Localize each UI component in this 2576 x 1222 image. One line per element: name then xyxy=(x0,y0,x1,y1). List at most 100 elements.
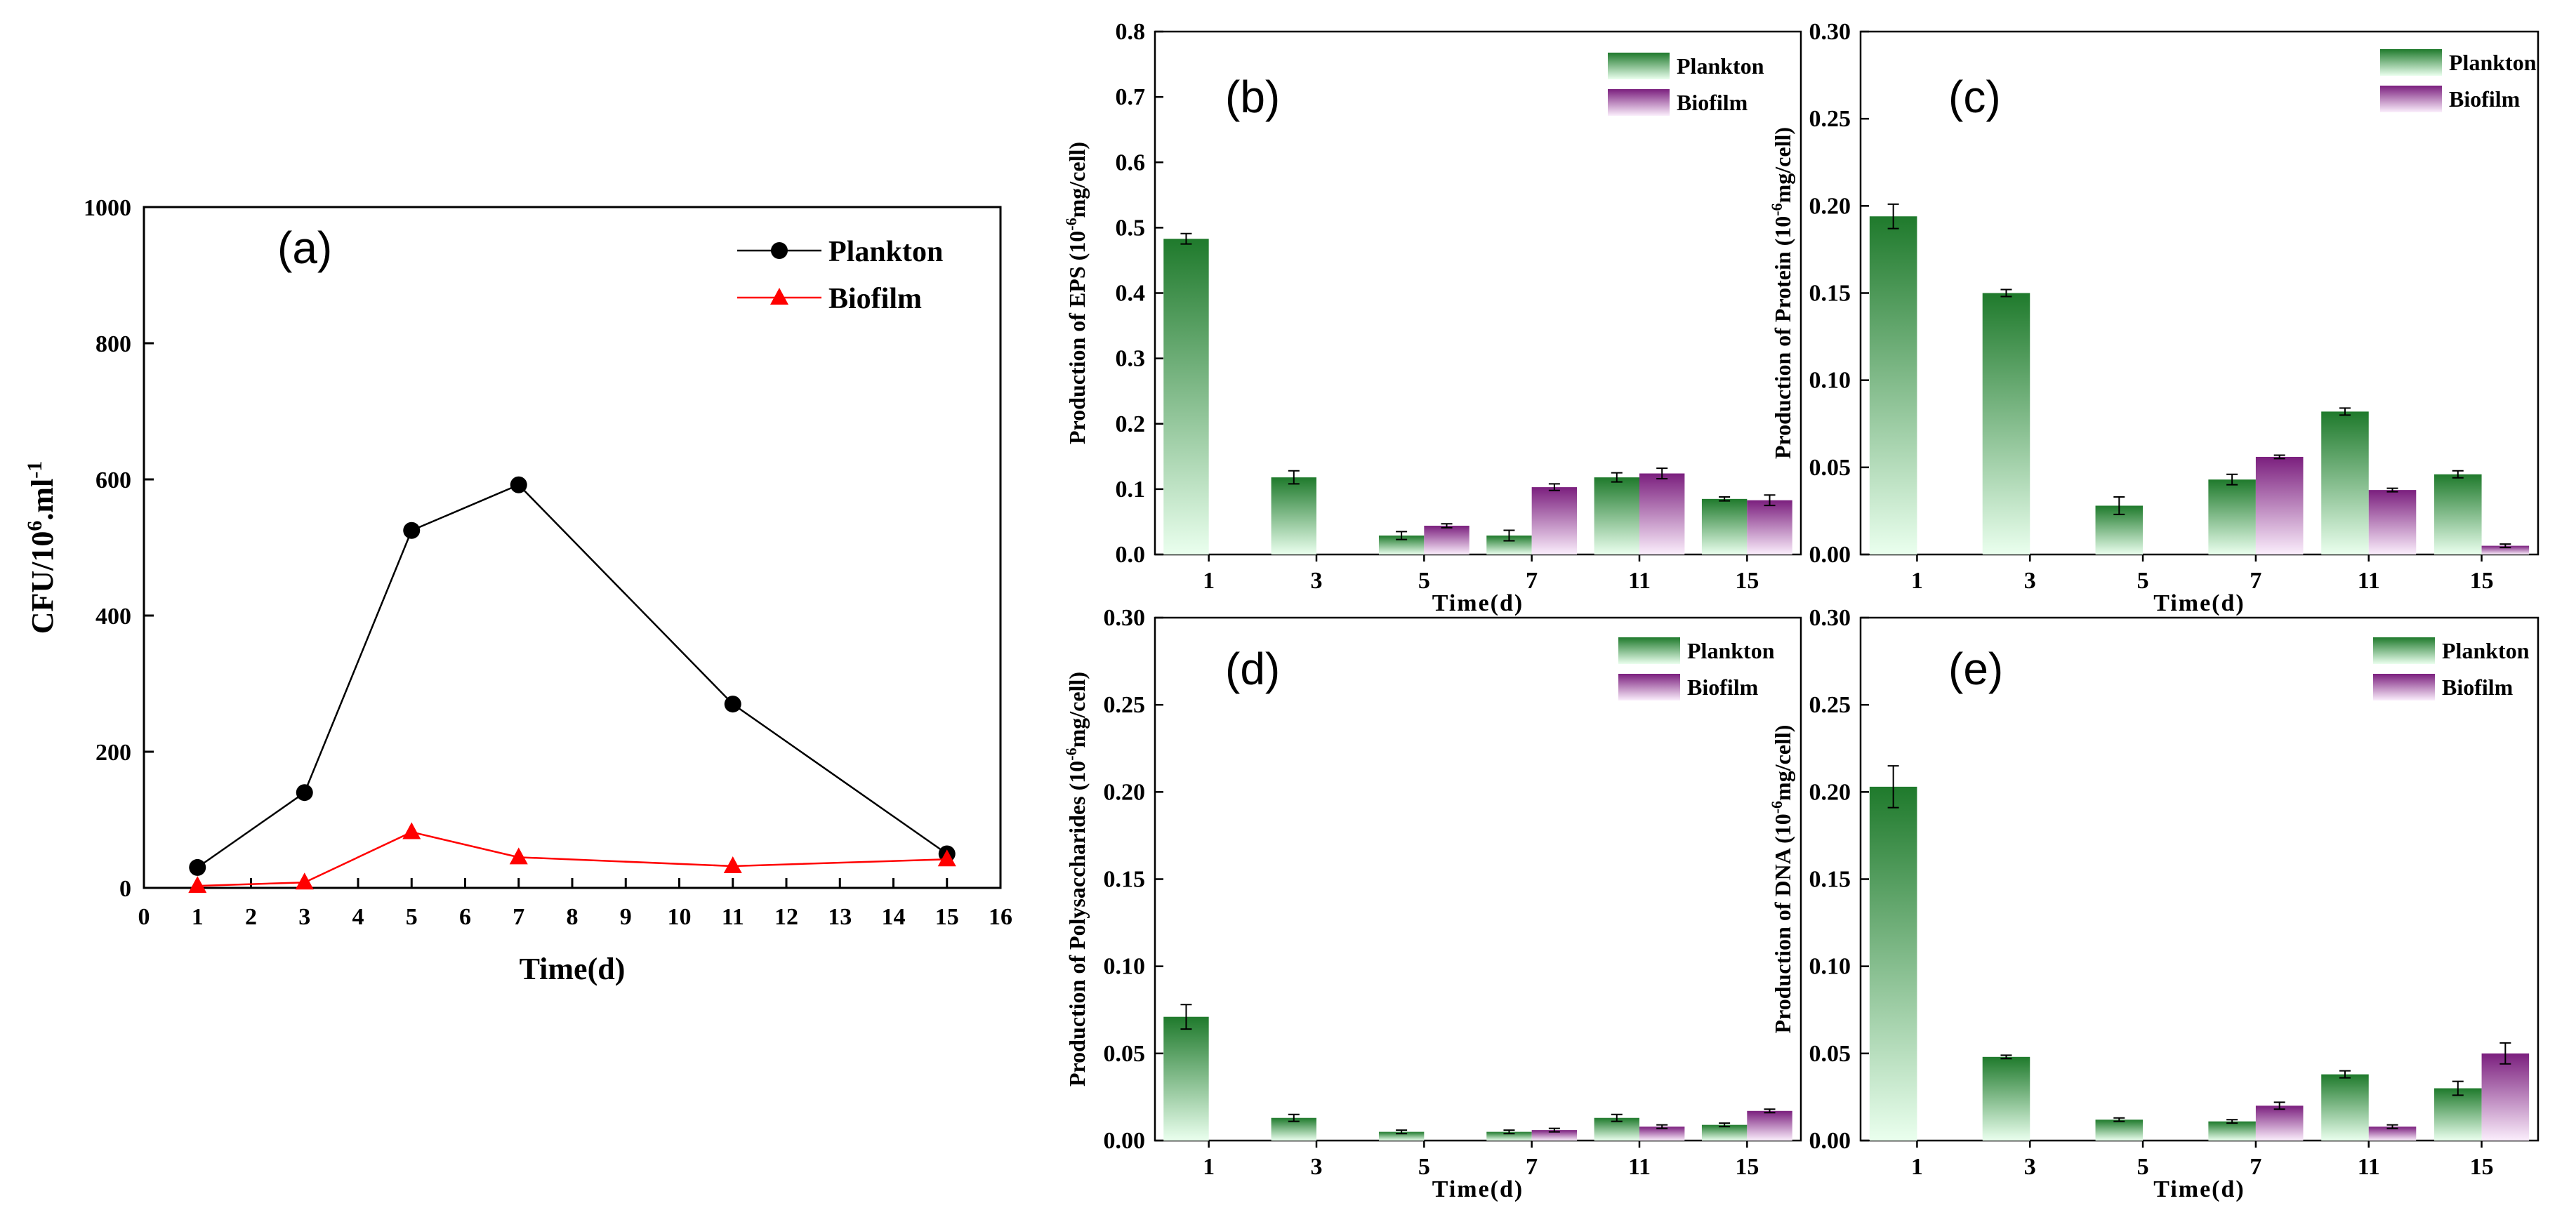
y-axis-label: Production of Polysaccharides (10-6mg/ce… xyxy=(1062,672,1090,1087)
bar-plankton xyxy=(1701,498,1748,554)
y-tick-label: 0.5 xyxy=(1116,215,1146,241)
bar-plankton xyxy=(2321,1074,2369,1141)
y-tick-label: 0 xyxy=(119,876,131,902)
x-tick-label: 7 xyxy=(2250,1154,2261,1180)
legend-swatch xyxy=(1618,637,1680,664)
bar-plankton xyxy=(2208,479,2256,554)
bar-plankton xyxy=(1869,216,1917,554)
x-tick-label: 3 xyxy=(1311,1154,1323,1180)
series-line-plankton xyxy=(197,484,948,868)
legend-label: Biofilm xyxy=(1687,675,1759,700)
y-tick-label: 0.10 xyxy=(1809,368,1851,394)
x-tick-label: 14 xyxy=(882,904,906,930)
legend-label: Plankton xyxy=(2442,638,2530,663)
y-tick-label: 0.4 xyxy=(1116,281,1146,307)
bar-plankton xyxy=(1982,1056,2030,1141)
y-tick-label: 0.00 xyxy=(1809,542,1851,568)
x-axis-label: Time(d) xyxy=(520,952,626,986)
data-point-plankton xyxy=(724,696,741,713)
y-axis-label-part: -6 xyxy=(1062,218,1080,230)
bar-biofilm xyxy=(2481,545,2530,554)
data-point-biofilm xyxy=(509,847,528,865)
legend-swatch xyxy=(2380,86,2442,112)
x-tick-label: 1 xyxy=(1911,1154,1923,1180)
bar-plankton xyxy=(2095,1120,2144,1141)
bar-biofilm xyxy=(1531,487,1578,554)
y-tick-label: 0.30 xyxy=(1809,605,1851,631)
y-tick-label: 0.15 xyxy=(1809,867,1851,893)
x-tick-label: 5 xyxy=(1418,1154,1430,1180)
plot-frame xyxy=(1859,616,2539,1142)
x-tick-label: 2 xyxy=(245,904,257,930)
panel-c: 0.00 0.05 0.10 0.15 0.20 0.25 0.30 1 3 5 7 11 15 Time… xyxy=(1768,19,2539,616)
data-point-biofilm xyxy=(723,856,742,873)
legend-label: Biofilm xyxy=(1677,90,1748,115)
x-axis-label: Time(d) xyxy=(1432,590,1524,616)
bar-plankton xyxy=(1701,1124,1748,1141)
x-tick-label: 10 xyxy=(668,904,692,930)
data-point-biofilm xyxy=(937,849,956,867)
data-point-plankton xyxy=(189,858,206,876)
panel-d: 0.00 0.05 0.10 0.15 0.20 0.25 0.30 1 3 5 7 11 15 Time… xyxy=(1062,605,1802,1202)
panel-label: (a) xyxy=(277,223,332,273)
y-axis-label-part: mg/cell) xyxy=(1770,725,1795,801)
bar-plankton xyxy=(1869,786,1917,1141)
y-axis-label-part: CFU/10 xyxy=(25,531,60,635)
y-tick-label: 0.0 xyxy=(1116,542,1146,568)
y-axis-label: Production of DNA (10-6mg/cell) xyxy=(1768,725,1795,1034)
x-tick-label: 1 xyxy=(192,904,204,930)
bar-plankton xyxy=(2208,1121,2256,1141)
bar-biofilm xyxy=(2368,490,2417,554)
legend-label: Plankton xyxy=(828,236,943,268)
legend-swatch xyxy=(1618,674,1680,700)
x-tick-label: 13 xyxy=(828,904,852,930)
legend-swatch xyxy=(1608,89,1670,116)
x-axis-label: Time(d) xyxy=(2153,1176,2245,1202)
legend-label: Biofilm xyxy=(828,283,922,315)
data-point-plankton xyxy=(510,476,527,493)
y-tick-label: 0.30 xyxy=(1104,605,1146,631)
bar-biofilm xyxy=(2368,1127,2417,1141)
y-axis-label-part: Production of Protein (10 xyxy=(1770,216,1795,459)
y-axis-label-part: mg/cell) xyxy=(1064,672,1090,748)
y-axis-label-part: -6 xyxy=(1768,203,1785,215)
x-tick-label: 4 xyxy=(352,904,364,930)
y-tick-label: 0.20 xyxy=(1809,779,1851,805)
x-tick-label: 15 xyxy=(2470,1154,2494,1180)
bar-plankton xyxy=(1594,477,1639,554)
panel-label: (b) xyxy=(1225,72,1280,122)
y-tick-label: 0.15 xyxy=(1809,281,1851,307)
legend-swatch xyxy=(1608,53,1670,79)
x-tick-label: 1 xyxy=(1911,568,1923,594)
y-axis-label-part: -1 xyxy=(23,461,46,479)
legend-swatch xyxy=(2373,674,2435,700)
panel-b: 0.0 0.1 0.2 0.3 0.4 0.5 0.6 0.7 0.8 1 3 5 7 11 15 Time(… xyxy=(1062,19,1802,616)
bar-plankton xyxy=(2434,1088,2482,1141)
y-tick-label: 0.00 xyxy=(1104,1128,1146,1154)
legend-label: Plankton xyxy=(1677,53,1764,79)
x-tick-label: 15 xyxy=(2470,568,2494,594)
x-tick-label: 5 xyxy=(1418,568,1430,594)
x-tick-label: 7 xyxy=(513,904,524,930)
y-tick-label: 0.2 xyxy=(1116,411,1146,437)
x-tick-label: 0 xyxy=(138,904,150,930)
y-tick-label: 0.10 xyxy=(1104,954,1146,980)
y-tick-label: 0.1 xyxy=(1116,477,1146,503)
y-tick-label: 0.05 xyxy=(1809,1041,1851,1067)
bar-biofilm xyxy=(2481,1053,2530,1141)
y-tick-label: 0.00 xyxy=(1809,1128,1851,1154)
bar-plankton xyxy=(1163,1016,1209,1141)
y-tick-label: 0.10 xyxy=(1809,954,1851,980)
legend-label: Biofilm xyxy=(2449,86,2521,112)
x-tick-label: 15 xyxy=(1735,1154,1759,1180)
y-axis-label: Production of EPS (10-6mg/cell) xyxy=(1062,142,1090,444)
y-tick-label: 600 xyxy=(95,467,131,493)
y-axis-label-part: mg/cell) xyxy=(1770,127,1795,203)
y-tick-label: 0.25 xyxy=(1809,692,1851,718)
bar-biofilm xyxy=(2255,1105,2304,1141)
panel-label: (c) xyxy=(1948,72,2001,122)
bar-biofilm xyxy=(1531,1130,1578,1141)
x-tick-label: 3 xyxy=(1311,568,1323,594)
